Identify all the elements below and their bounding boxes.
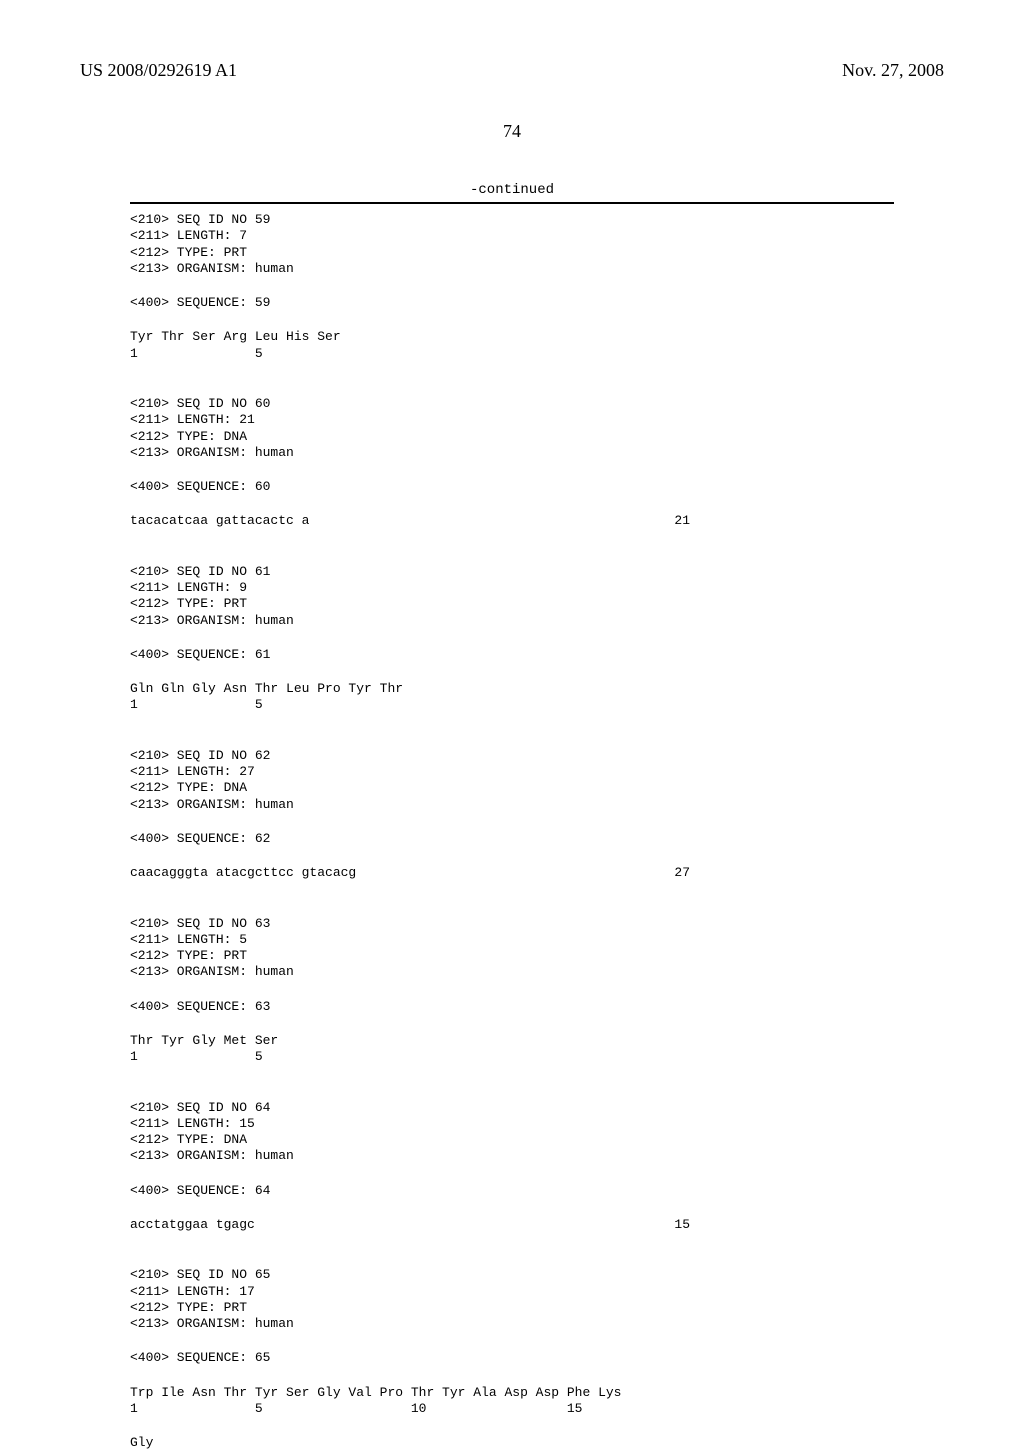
sequence-block: <400> SEQUENCE: 59 [130, 295, 894, 311]
sequence-block: <210> SEQ ID NO 61 <211> LENGTH: 9 <212>… [130, 548, 894, 629]
sequence-block: <210> SEQ ID NO 60 <211> LENGTH: 21 <212… [130, 380, 894, 461]
sequence-block: <210> SEQ ID NO 59 <211> LENGTH: 7 <212>… [130, 212, 894, 277]
sequence-count: 27 [674, 865, 690, 881]
sequence-block: tacacatcaa gattacactc a 21 [130, 513, 894, 529]
sequence-block: <210> SEQ ID NO 65 <211> LENGTH: 17 <212… [130, 1251, 894, 1332]
sequence-block: <210> SEQ ID NO 62 <211> LENGTH: 27 <212… [130, 732, 894, 813]
sequence-block: Gly [130, 1435, 894, 1451]
sequence-block: <210> SEQ ID NO 63 <211> LENGTH: 5 <212>… [130, 899, 894, 980]
page-header: US 2008/0292619 A1 Nov. 27, 2008 [0, 0, 1024, 81]
sequence-block: <400> SEQUENCE: 64 [130, 1183, 894, 1199]
sequence-block: <400> SEQUENCE: 62 [130, 831, 894, 847]
sequence-text: acctatggaa tgagc [130, 1217, 255, 1233]
sequence-block: caacagggta atacgcttcc gtacacg 27 [130, 865, 894, 881]
sequence-block: <400> SEQUENCE: 61 [130, 647, 894, 663]
sequence-data-line: tacacatcaa gattacactc a 21 [130, 513, 690, 529]
sequence-text: caacagggta atacgcttcc gtacacg [130, 865, 356, 881]
sequence-block: Thr Tyr Gly Met Ser 1 5 [130, 1033, 894, 1066]
publication-number: US 2008/0292619 A1 [80, 60, 237, 81]
sequence-text: tacacatcaa gattacactc a [130, 513, 309, 529]
sequence-data-line: acctatggaa tgagc 15 [130, 1217, 690, 1233]
sequence-block: acctatggaa tgagc 15 [130, 1217, 894, 1233]
page-number: 74 [0, 121, 1024, 142]
sequence-block: Gln Gln Gly Asn Thr Leu Pro Tyr Thr 1 5 [130, 681, 894, 714]
sequence-listing: <210> SEQ ID NO 59 <211> LENGTH: 7 <212>… [0, 206, 1024, 1451]
sequence-data-line: caacagggta atacgcttcc gtacacg 27 [130, 865, 690, 881]
sequence-block: <400> SEQUENCE: 60 [130, 479, 894, 495]
sequence-count: 21 [674, 513, 690, 529]
sequence-block: <210> SEQ ID NO 64 <211> LENGTH: 15 <212… [130, 1083, 894, 1164]
sequence-block: <400> SEQUENCE: 65 [130, 1350, 894, 1366]
sequence-block: Tyr Thr Ser Arg Leu His Ser 1 5 [130, 329, 894, 362]
horizontal-rule-bottom [130, 202, 894, 204]
sequence-block: Trp Ile Asn Thr Tyr Ser Gly Val Pro Thr … [130, 1385, 894, 1418]
sequence-count: 15 [674, 1217, 690, 1233]
publication-date: Nov. 27, 2008 [842, 60, 944, 81]
sequence-block: <400> SEQUENCE: 63 [130, 999, 894, 1015]
continued-label: -continued [0, 182, 1024, 198]
